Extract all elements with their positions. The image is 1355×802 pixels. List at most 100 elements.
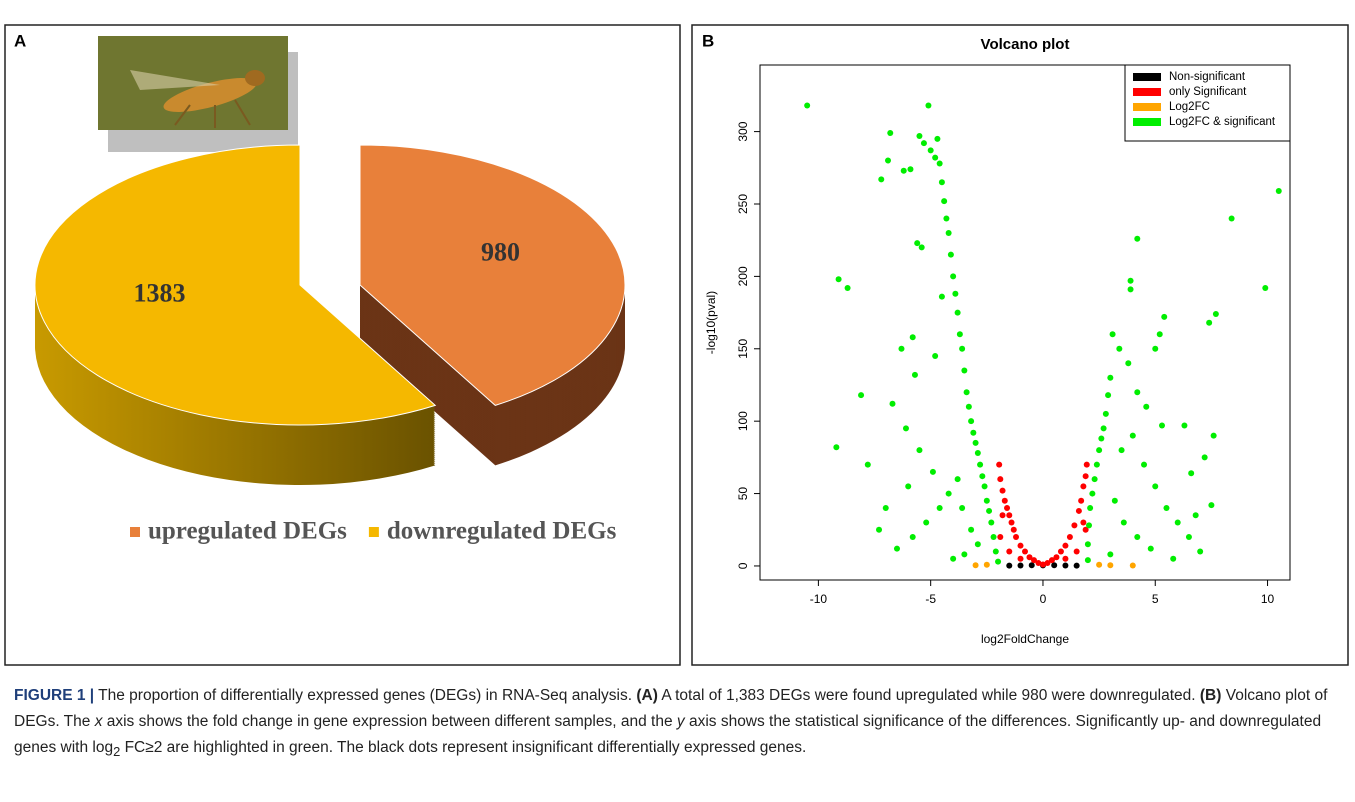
point [957,331,963,337]
legend-swatch [1133,88,1161,96]
point [1085,557,1091,563]
point [865,462,871,468]
point [1022,548,1028,554]
point [1197,548,1203,554]
point [1062,563,1068,569]
point [1148,546,1154,552]
point [1193,512,1199,518]
caption-text: (A) [636,687,658,704]
point [1262,285,1268,291]
caption-text: axis shows the fold change in gene expre… [102,713,676,730]
point [948,252,954,258]
x-tick-label: -10 [810,592,828,606]
y-tick-label: 0 [736,562,750,569]
point [1107,375,1113,381]
point [964,389,970,395]
point [903,425,909,431]
point [1096,447,1102,453]
point [988,520,994,526]
point [910,534,916,540]
point [946,491,952,497]
point [1004,505,1010,511]
panel-label: B [702,31,714,50]
caption-label: FIGURE 1 | [14,687,94,704]
point [973,562,979,568]
point [939,179,945,185]
point [898,346,904,352]
point [984,498,990,504]
point [950,273,956,279]
point [1134,534,1140,540]
point [858,392,864,398]
point [910,334,916,340]
point [1107,562,1113,568]
point [1009,520,1015,526]
point [995,559,1001,565]
chart-title: Volcano plot [981,36,1070,53]
y-tick-label: 150 [736,338,750,358]
legend-swatch [369,527,379,537]
legend-swatch [1133,73,1161,81]
point [833,444,839,450]
point [1161,314,1167,320]
point [1163,505,1169,511]
legend-label: upregulated DEGs [148,518,347,545]
point [955,476,961,482]
y-tick-label: 250 [736,194,750,214]
point [1018,563,1024,569]
y-tick-label: 50 [736,487,750,501]
point [1152,346,1158,352]
point [1134,236,1140,242]
point [1110,331,1116,337]
point [1092,476,1098,482]
caption-text: The proportion of differentially express… [94,687,636,704]
point [1089,491,1095,497]
point [1186,534,1192,540]
point [1157,331,1163,337]
point [905,483,911,489]
point [1018,543,1024,549]
point [1130,433,1136,439]
point [916,133,922,139]
point [1170,556,1176,562]
point [1213,311,1219,317]
point [934,136,940,142]
point [1116,346,1122,352]
point [928,147,934,153]
point [1011,527,1017,533]
point [959,346,965,352]
x-tick-label: 5 [1152,592,1159,606]
x-tick-label: 10 [1261,592,1275,606]
point [1074,563,1080,569]
point [1130,563,1136,569]
point [991,534,997,540]
point [1276,188,1282,194]
point [1181,423,1187,429]
point [1103,411,1109,417]
point [1098,436,1104,442]
point [1084,462,1090,468]
point [1119,447,1125,453]
point [970,430,976,436]
point [1128,278,1134,284]
point [975,450,981,456]
point [912,372,918,378]
point [1006,548,1012,554]
point [1105,392,1111,398]
y-tick-label: 200 [736,266,750,286]
point [984,562,990,568]
point [1211,433,1217,439]
figure-caption: FIGURE 1 | The proportion of differentia… [14,683,1344,765]
point [1175,520,1181,526]
point [887,130,893,136]
point [1229,215,1235,221]
point [950,556,956,562]
point [1078,498,1084,504]
point [804,103,810,109]
legend-label: only Significant [1169,86,1247,98]
point [937,505,943,511]
point [901,168,907,174]
point [1058,548,1064,554]
caption-text: y [677,713,685,730]
